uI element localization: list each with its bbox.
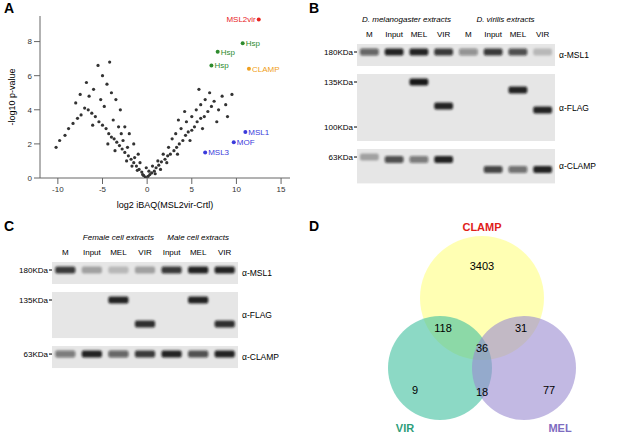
svg-text:log2 iBAQ(MSL2vir-Crtl): log2 iBAQ(MSL2vir-Crtl) (117, 200, 214, 210)
svg-text:D. virilis extracts: D. virilis extracts (476, 15, 534, 24)
svg-text:α-MSL1: α-MSL1 (242, 268, 272, 278)
svg-text:A: A (4, 0, 14, 16)
svg-text:MEL: MEL (110, 248, 127, 257)
svg-text:0: 0 (145, 185, 150, 194)
svg-text:M: M (366, 30, 373, 39)
svg-text:MEL: MEL (510, 30, 527, 39)
svg-text:18: 18 (476, 386, 488, 398)
svg-text:Input: Input (385, 30, 404, 39)
svg-text:9: 9 (412, 384, 418, 396)
svg-text:α-MSL1: α-MSL1 (559, 50, 589, 60)
svg-text:118: 118 (434, 322, 452, 334)
svg-text:-5: -5 (99, 185, 107, 194)
svg-text:MSL2vir: MSL2vir (226, 16, 256, 24)
svg-text:VIR: VIR (396, 422, 414, 434)
svg-text:α-FLAG: α-FLAG (559, 103, 589, 113)
svg-text:D. melanogaster extracts: D. melanogaster extracts (362, 15, 451, 24)
svg-text:α-FLAG: α-FLAG (242, 310, 272, 320)
svg-text:VIR: VIR (218, 248, 232, 257)
svg-text:100KDa: 100KDa (324, 123, 353, 132)
svg-text:180KDa: 180KDa (19, 266, 48, 275)
svg-text:MEL: MEL (190, 248, 207, 257)
svg-text:-log10 p-value: -log10 p-value (7, 68, 17, 125)
svg-text:MEL: MEL (548, 422, 572, 434)
svg-text:36: 36 (476, 342, 488, 354)
svg-text:135KDa: 135KDa (19, 296, 48, 305)
svg-text:15: 15 (277, 185, 286, 194)
svg-text:CLAMP: CLAMP (462, 221, 501, 233)
svg-text:M: M (62, 248, 69, 257)
svg-text:Input: Input (83, 248, 102, 257)
svg-text:3403: 3403 (470, 260, 494, 272)
svg-text:10: 10 (232, 185, 241, 194)
svg-text:-10: -10 (52, 185, 64, 194)
svg-text:Hsp: Hsp (214, 61, 229, 70)
svg-text:D: D (309, 218, 319, 234)
svg-text:180KDa: 180KDa (324, 48, 353, 57)
svg-text:63KDa: 63KDa (329, 153, 354, 162)
svg-text:6: 6 (28, 72, 33, 81)
svg-text:0: 0 (28, 174, 33, 183)
svg-text:B: B (309, 0, 319, 16)
svg-text:α-CLAMP: α-CLAMP (559, 161, 596, 171)
svg-text:4: 4 (28, 106, 33, 115)
svg-text:MOF: MOF (237, 138, 255, 147)
svg-text:Hsp: Hsp (246, 39, 261, 48)
svg-text:135KDa: 135KDa (324, 78, 353, 87)
svg-text:VIR: VIR (138, 248, 152, 257)
svg-text:Male cell extracts: Male cell extracts (167, 233, 229, 242)
svg-text:α-CLAMP: α-CLAMP (242, 352, 279, 362)
svg-text:MSL1: MSL1 (248, 128, 269, 137)
svg-text:C: C (4, 218, 14, 234)
svg-text:Hsp: Hsp (221, 48, 236, 57)
svg-text:Input: Input (163, 248, 182, 257)
svg-text:VIR: VIR (437, 30, 451, 39)
svg-text:8: 8 (28, 37, 33, 46)
svg-text:Female cell extracts: Female cell extracts (83, 233, 154, 242)
svg-text:77: 77 (543, 384, 555, 396)
svg-text:Input: Input (484, 30, 503, 39)
svg-text:VIR: VIR (536, 30, 550, 39)
svg-text:31: 31 (515, 322, 527, 334)
svg-text:M: M (465, 30, 472, 39)
svg-text:2: 2 (28, 140, 33, 149)
svg-text:63KDa: 63KDa (24, 350, 49, 359)
svg-text:CLAMP: CLAMP (252, 65, 280, 74)
svg-text:5: 5 (190, 185, 195, 194)
svg-text:MEL: MEL (411, 30, 428, 39)
svg-text:MSL3: MSL3 (208, 148, 229, 157)
